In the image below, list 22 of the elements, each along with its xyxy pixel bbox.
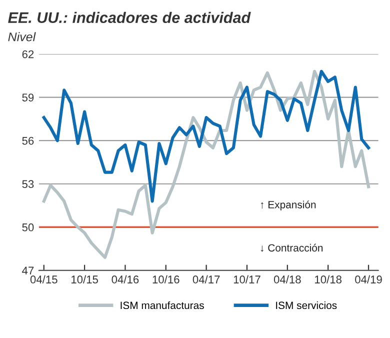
y-tick-label: 50	[22, 223, 34, 232]
x-tick-label: 04/15	[30, 275, 58, 284]
y-tick-label: 62	[22, 50, 34, 58]
y-tick-label: 59	[22, 94, 34, 102]
y-tick-label: 47	[22, 266, 34, 274]
chart-subtitle: Nivel	[8, 32, 36, 42]
x-tick-label: 10/15	[71, 275, 98, 284]
x-tick-label: 04/19	[355, 275, 382, 284]
x-tick-label: 04/16	[112, 275, 139, 284]
x-tick-label: 10/18	[315, 275, 342, 284]
x-tick-label: 04/17	[192, 275, 220, 284]
chart-title: EE. UU.: indicadores de actividad	[8, 12, 251, 24]
x-tick-label: 04/18	[274, 275, 301, 284]
line-series	[42, 70, 370, 259]
annotation: ↑ Expansión	[260, 200, 316, 210]
legend-label: ISM servicios	[276, 301, 337, 310]
annotation: ↓ Contracción	[260, 244, 323, 252]
x-tick-label: 10/16	[152, 275, 180, 284]
x-tick-label: 10/17	[234, 275, 260, 284]
y-tick-label: 53	[22, 180, 34, 188]
legend-label: ISM manufacturas	[120, 301, 204, 310]
y-tick-label: 56	[22, 136, 34, 145]
